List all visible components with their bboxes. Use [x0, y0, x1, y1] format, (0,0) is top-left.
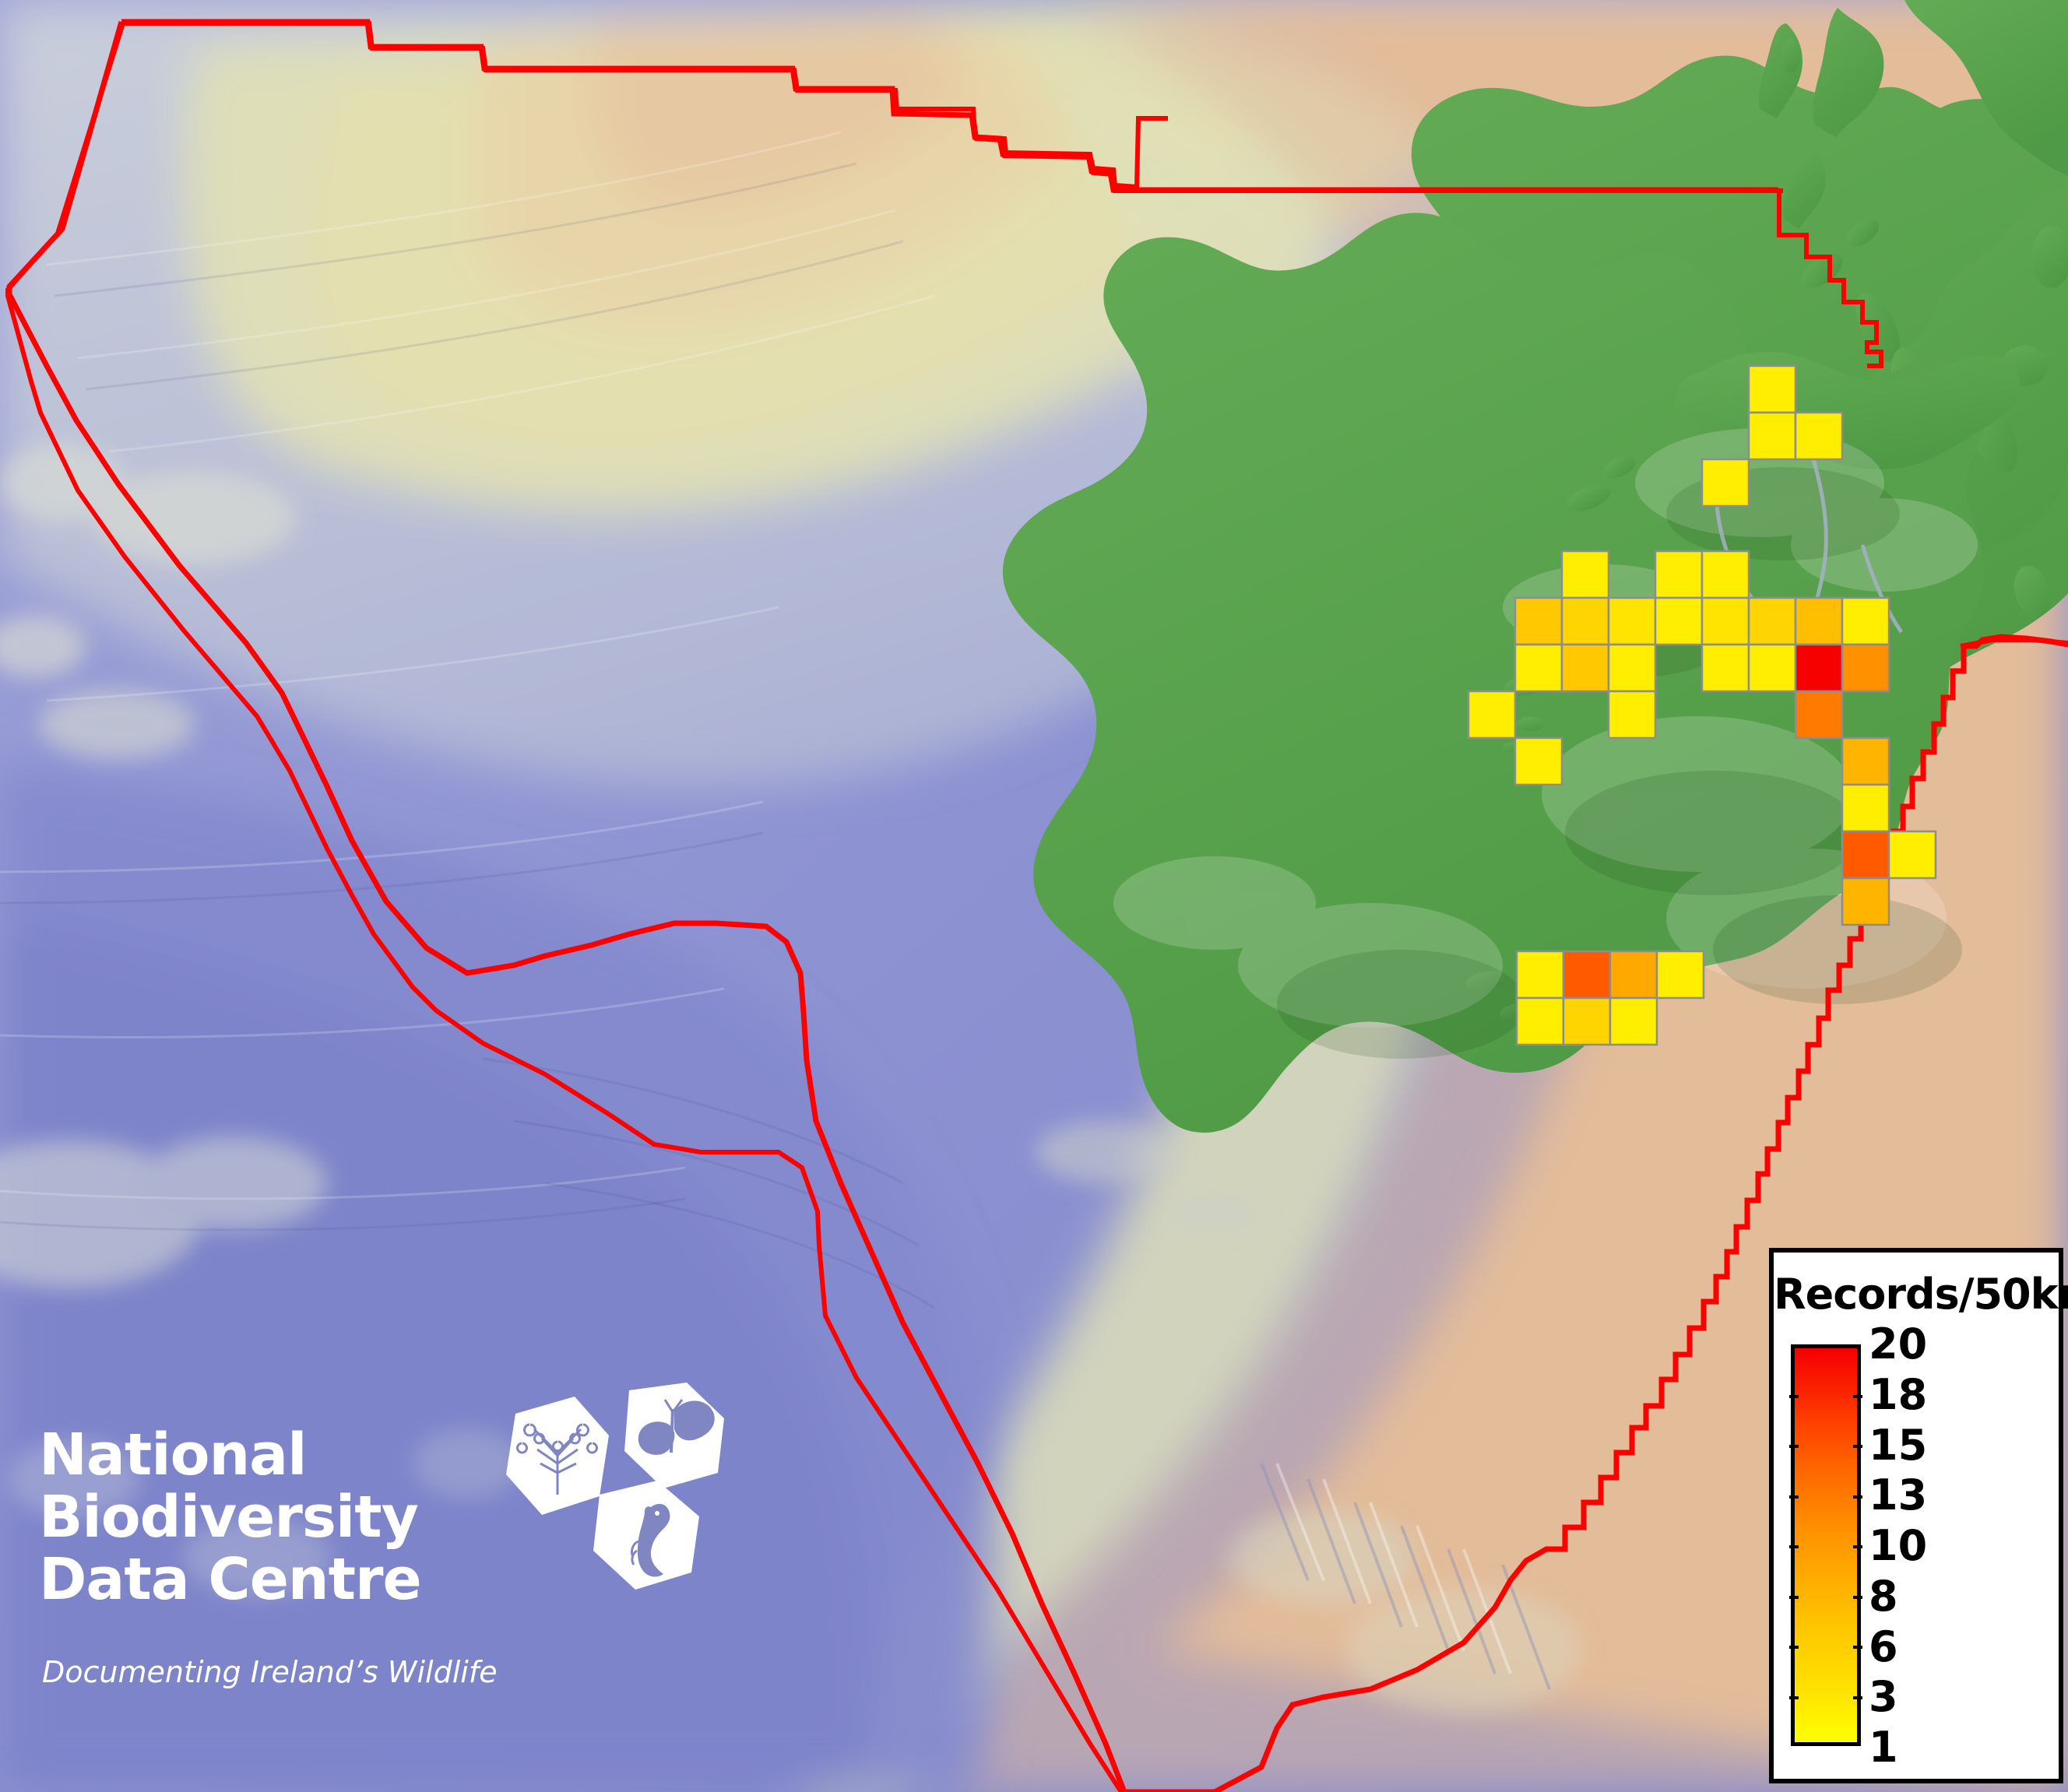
eez-boundary-west — [5, 23, 1124, 1792]
records-grid-cell — [1609, 950, 1658, 1000]
records-grid-cell — [1841, 877, 1890, 926]
records-grid-cell — [1607, 690, 1657, 740]
eez-boundary-line — [123, 21, 1168, 190]
records-grid-cell — [1562, 996, 1612, 1046]
records-grid-cell — [1841, 783, 1890, 833]
records-grid-cell — [1747, 596, 1797, 646]
records-grid-cell — [1560, 596, 1610, 646]
records-grid-cell — [1887, 830, 1937, 880]
legend-tick-label: 3 — [1869, 1672, 1898, 1722]
records-grid-cell — [1794, 411, 1844, 461]
records-grid-cell — [1794, 643, 1844, 693]
records-grid-cell — [1700, 550, 1750, 599]
legend-tick-label: 20 — [1869, 1319, 1928, 1369]
legend-title: Records/50km — [1774, 1270, 2068, 1319]
records-grid-cell — [1700, 596, 1750, 646]
records-grid-cell — [1515, 996, 1565, 1046]
records-grid-cell — [1654, 550, 1704, 599]
legend-tick-label: 1 — [1869, 1723, 1898, 1772]
records-grid-cell — [1794, 690, 1844, 740]
eez-boundary-outline — [121, 19, 1778, 193]
records-grid-layer — [1467, 364, 1937, 1046]
plant-motif-icon — [516, 1423, 598, 1495]
legend-panel: Records/50km 20 18 15 13 10 8 6 3 1 — [1769, 1248, 2068, 1783]
records-grid-cell — [1747, 364, 1797, 414]
legend-tick-label: 15 — [1869, 1420, 1928, 1470]
records-grid-cell — [1514, 596, 1563, 646]
records-grid-cell — [1560, 643, 1610, 693]
legend-colorbar — [1791, 1344, 1861, 1746]
seahorse-motif-icon — [631, 1503, 670, 1577]
logo-line-3: Data Centre — [39, 1545, 422, 1613]
butterfly-motif-icon — [638, 1399, 715, 1455]
records-grid-cell — [1514, 736, 1563, 786]
legend-tick-label: 18 — [1869, 1369, 1928, 1419]
records-grid-cell — [1560, 550, 1610, 599]
records-grid-cell — [1841, 830, 1890, 880]
records-grid-cell — [1514, 643, 1563, 693]
logo-line-2: Biodiversity — [39, 1483, 419, 1551]
records-grid-cell — [1747, 411, 1797, 461]
legend-tick-label: 13 — [1869, 1470, 1928, 1520]
legend-tick-label: 8 — [1869, 1571, 1898, 1621]
records-grid-cell — [1841, 643, 1890, 693]
legend-tick-label: 6 — [1869, 1622, 1898, 1671]
legend-colorbar-wrap — [1789, 1344, 1862, 1746]
eez-boundary-left-limb — [6, 21, 1127, 1792]
records-grid-cell — [1654, 596, 1704, 646]
legend-tick-label: 10 — [1869, 1521, 1928, 1570]
eez-boundary-south-steps — [1124, 634, 2068, 1792]
logo-line-1: National — [39, 1421, 307, 1488]
records-grid-cell — [1655, 950, 1705, 1000]
eez-boundary-east-tick — [1960, 638, 2068, 648]
records-grid-cell — [1515, 950, 1565, 1000]
records-grid-cell — [1841, 596, 1890, 646]
records-grid-cell — [1607, 643, 1657, 693]
legend-tick-labels: 20 18 15 13 10 8 6 3 1 — [1869, 1323, 2024, 1769]
records-grid-cell — [1700, 643, 1750, 693]
logo-wordmark: National Biodiversity Data Centre — [39, 1421, 537, 1613]
eez-boundary-ne-steps — [1777, 191, 1883, 368]
logo-hexagon-marks — [506, 1383, 724, 1590]
nbdc-logo: National Biodiversity Data Centre Docume… — [39, 1378, 740, 1752]
records-grid-cell — [1609, 996, 1658, 1046]
records-grid-cell — [1841, 736, 1890, 786]
records-grid-cell — [1747, 643, 1797, 693]
records-grid-cell — [1562, 950, 1612, 1000]
records-grid-cell — [1700, 458, 1750, 508]
records-grid-cell — [1607, 596, 1657, 646]
logo-tagline: Documenting Ireland’s Wildlife — [42, 1655, 498, 1689]
records-grid-cell — [1467, 690, 1517, 740]
records-grid-cell — [1794, 596, 1844, 646]
